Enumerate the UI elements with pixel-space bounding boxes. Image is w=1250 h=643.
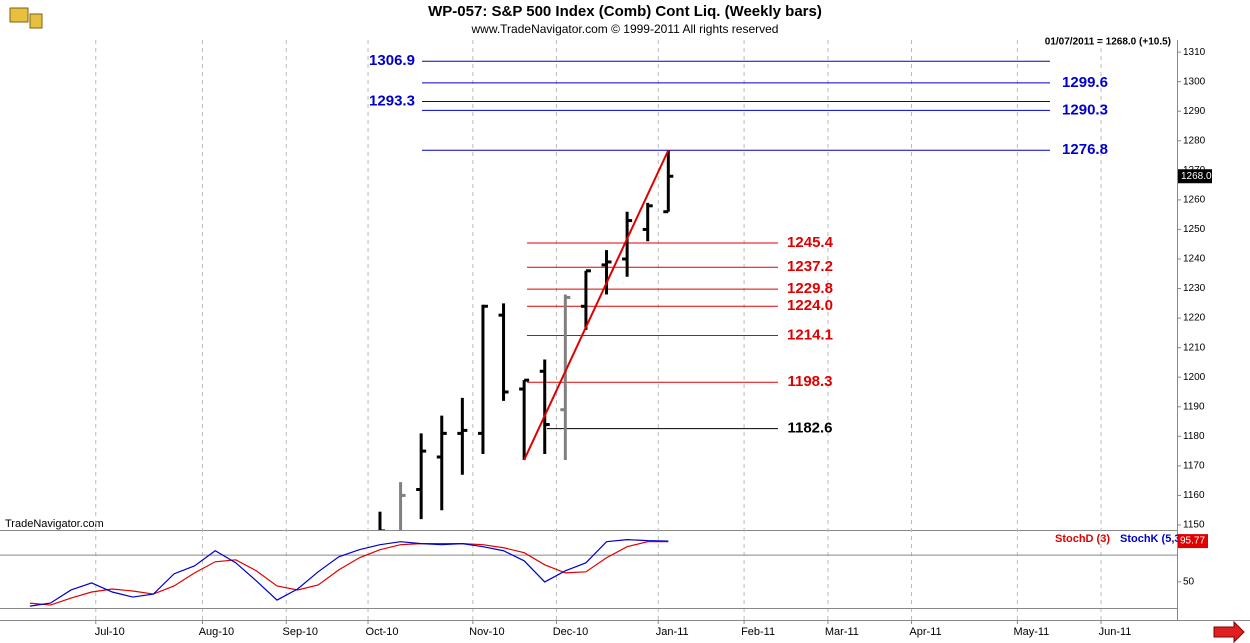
trend-line: [523, 149, 670, 461]
y-tick-label: 1310: [1183, 47, 1206, 58]
last-value-box: [1178, 534, 1208, 549]
level-label: 1276.8: [1062, 141, 1108, 158]
legend-entry: StochD (3): [1055, 533, 1110, 545]
level-label: 1290.3: [1062, 101, 1108, 118]
level-label: 1306.9: [369, 52, 415, 69]
level-label: 1214.1: [787, 327, 833, 344]
x-tick-label: Dec-10: [553, 626, 588, 638]
legend-entry: StochK (5,3): [1120, 533, 1185, 545]
stoch-lines: [29, 539, 669, 607]
logo: [9, 7, 43, 29]
level-label: 1229.8: [787, 280, 833, 297]
y-tick-label: 1160: [1183, 490, 1205, 501]
chart-subtitle: www.TradeNavigator.com © 1999-2011 All r…: [471, 22, 779, 36]
y-tick-label: 1170: [1183, 461, 1205, 472]
y-tick-label: 1250: [1183, 224, 1206, 235]
y-tick-label: 1220: [1183, 313, 1206, 324]
y-tick-label: 50: [1183, 576, 1195, 587]
x-tick-label: May-11: [1013, 626, 1049, 638]
x-tick-label: Feb-11: [741, 626, 775, 638]
price-bars: [378, 149, 674, 530]
x-tick-label: Nov-10: [469, 626, 504, 638]
last-value-label: 95.77: [1180, 536, 1205, 547]
y-tick-label: 1190: [1183, 401, 1205, 412]
x-tick-label: Aug-10: [199, 626, 234, 638]
y-tick-label: 1210: [1183, 342, 1206, 353]
level-label: 1293.3: [369, 92, 415, 109]
y-tick-label: 1300: [1183, 76, 1206, 87]
date-info: 01/07/2011 = 1268.0 (+10.5): [1045, 37, 1171, 48]
x-tick-label: Oct-10: [366, 626, 399, 638]
y-tick-label: 1230: [1183, 283, 1206, 294]
level-label: 1299.6: [1062, 74, 1108, 91]
y-tick-label: 1280: [1183, 135, 1206, 146]
x-tick-label: Sep-10: [283, 626, 318, 638]
watermark: TradeNavigator.com: [5, 518, 104, 530]
level-label: 1182.6: [787, 420, 832, 437]
stoch-line: [29, 539, 669, 607]
x-tick-label: Apr-11: [909, 626, 941, 638]
y-tick-label: 1260: [1183, 195, 1206, 206]
y-tick-label: 1150: [1183, 520, 1205, 531]
level-label: 1245.4: [787, 234, 834, 251]
x-tick-label: Jan-11: [656, 626, 689, 638]
y-tick-label: 1290: [1183, 106, 1206, 117]
y-tick-label: 1200: [1183, 372, 1206, 383]
x-tick-label: Jun-11: [1099, 626, 1132, 638]
y-tick-label: 1180: [1183, 431, 1205, 442]
y-tick-label: 1240: [1183, 254, 1206, 265]
level-label: 1237.2: [787, 258, 833, 275]
level-label: 1224.0: [787, 297, 833, 314]
scroll-arrow[interactable]: [1213, 620, 1245, 643]
last-price-label: 1268.0: [1181, 171, 1212, 182]
x-tick-label: Mar-11: [825, 626, 859, 638]
stoch-line: [29, 541, 669, 606]
level-label: 1198.3: [787, 373, 832, 390]
last-price-box: [1178, 169, 1212, 184]
x-tick-label: Jul-10: [95, 626, 125, 638]
chart-title: WP-057: S&P 500 Index (Comb) Cont Liq. (…: [428, 3, 822, 20]
